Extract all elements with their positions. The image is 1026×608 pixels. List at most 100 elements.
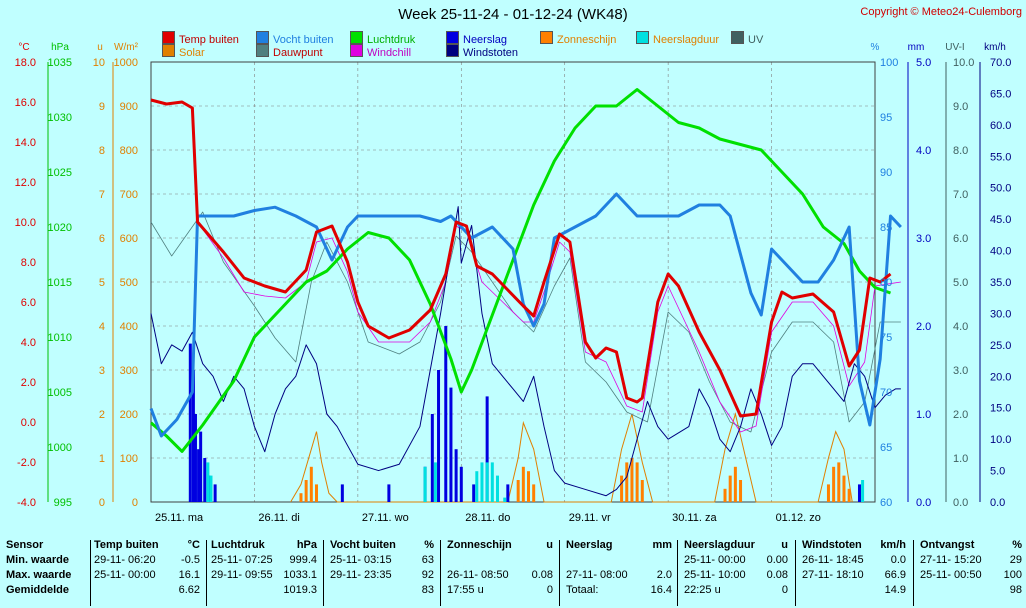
zonneschijn-bar bbox=[842, 475, 846, 502]
neerslag-bar bbox=[203, 458, 207, 502]
zonneschijn-bar bbox=[630, 458, 634, 502]
stats-temp-min: -0.5 bbox=[181, 554, 200, 566]
axis-tick-label: 900 bbox=[120, 101, 138, 113]
axis-tick-label: 6.0 bbox=[21, 297, 36, 309]
axis-tick-label: 0.0 bbox=[21, 417, 36, 429]
temp-buiten-line bbox=[150, 98, 892, 418]
axis-tick-label: 80 bbox=[880, 277, 892, 289]
stats-humidity-min-time: 25-11- 03:15 bbox=[330, 554, 392, 566]
neerslag-bar bbox=[472, 484, 476, 502]
stats-rain-title: Neerslag bbox=[566, 539, 613, 551]
axis-tick-label: 1020 bbox=[48, 222, 72, 234]
axis-tick-label: 100 bbox=[120, 453, 138, 465]
neerslag-bar bbox=[857, 484, 861, 502]
zonneschijn-bar bbox=[620, 475, 624, 502]
stats-gusts-avg: 14.9 bbox=[884, 584, 906, 596]
stats-label-avg: Gemiddelde bbox=[6, 584, 69, 596]
zonneschijn-bar bbox=[304, 480, 308, 502]
axis-unit: mm bbox=[908, 42, 925, 53]
axis-tick-label: 1005 bbox=[48, 387, 72, 399]
axis-tick-label: 10 bbox=[93, 57, 105, 69]
divider bbox=[559, 540, 560, 606]
axis-tick-label: 10.0 bbox=[953, 57, 974, 69]
axis-tick-label: 14.0 bbox=[15, 137, 36, 149]
stats-temp: Temp buiten °C 29-11- 06:20 -0.5 25-11- 00… bbox=[94, 537, 200, 598]
zonneschijn-bar bbox=[832, 466, 836, 502]
axis-tick-label: 2.0 bbox=[953, 409, 968, 421]
legend-swatch-icon bbox=[256, 44, 269, 57]
stats-sunshine-duration: 17:55 u bbox=[447, 584, 484, 596]
legend-swatch-icon bbox=[446, 31, 459, 44]
copyright-text: Copyright © Meteo24-Culemborg bbox=[860, 6, 1022, 18]
neerslagduur-bar bbox=[490, 462, 494, 502]
neerslagduur-bar bbox=[475, 471, 479, 502]
plot-frame bbox=[150, 61, 876, 503]
stats-humidity-unit: % bbox=[424, 539, 434, 551]
axis-tick-label: 70.0 bbox=[990, 57, 1011, 69]
stats-rainduration-unit: u bbox=[781, 539, 788, 551]
neerslag-bar bbox=[340, 484, 344, 502]
axis-tick-label: 1.0 bbox=[953, 453, 968, 465]
zonneschijn-bar bbox=[309, 466, 313, 502]
stats-gusts-unit: km/h bbox=[880, 539, 906, 551]
axis-tick-label: 9 bbox=[99, 101, 105, 113]
axis-tick-label: 1010 bbox=[48, 332, 72, 344]
axis-tick-label: 10.0 bbox=[990, 434, 1011, 446]
x-tick-label: 30.11. za bbox=[672, 512, 717, 524]
axis-tick-label: 5.0 bbox=[916, 57, 931, 69]
stats-rainduration-max: 0.08 bbox=[766, 569, 788, 581]
legend-swatch-icon bbox=[256, 31, 269, 44]
stats-temp-avg: 6.62 bbox=[178, 584, 200, 596]
axis-tick-label: 1015 bbox=[48, 277, 72, 289]
zonneschijn-bar bbox=[532, 484, 536, 502]
axis-tick-label: 70 bbox=[880, 387, 892, 399]
neerslagduur-bar bbox=[485, 462, 489, 502]
axis-tick-label: 6 bbox=[99, 233, 105, 245]
x-tick-label: 25.11. ma bbox=[155, 512, 204, 524]
axis-tick-label: 400 bbox=[120, 321, 138, 333]
stats-sunshine-title: Zonneschijn bbox=[447, 539, 512, 551]
axis-tick-label: 85 bbox=[880, 222, 892, 234]
axis-tick-label: 8.0 bbox=[21, 257, 36, 269]
axis-tick-label: 800 bbox=[120, 145, 138, 157]
stats-reception-min-time: 27-11- 15:20 bbox=[920, 554, 982, 566]
axis-tick-label: 3.0 bbox=[953, 365, 968, 377]
stats-sunshine: Zonneschijn u 26-11- 08:50 0.08 17:55 u 0 bbox=[447, 537, 553, 598]
neerslag-bar bbox=[444, 326, 448, 502]
windstoten-line bbox=[150, 206, 901, 497]
legend-pressure: Luchtdruk bbox=[350, 31, 415, 46]
neerslag-bar bbox=[188, 343, 192, 502]
axis-tick-label: 0.0 bbox=[916, 497, 931, 509]
axis-tick-label: 100 bbox=[880, 57, 898, 69]
divider bbox=[323, 540, 324, 606]
stats-rainduration-max-time: 25-11- 10:00 bbox=[684, 569, 746, 581]
axis-tick-label: 65.0 bbox=[990, 88, 1011, 100]
legend-dewpoint: Dauwpunt bbox=[256, 44, 323, 59]
neerslag-bar bbox=[387, 484, 391, 502]
stats-sunshine-unit: u bbox=[546, 539, 553, 551]
axis-tick-label: 4.0 bbox=[953, 321, 968, 333]
axis-tick-label: 2 bbox=[99, 409, 105, 421]
stats-rainduration-duration: 22:25 u bbox=[684, 584, 721, 596]
neerslagduur-bar bbox=[433, 462, 437, 502]
neerslag-bar bbox=[449, 387, 453, 502]
axis-tick-label: -2.0 bbox=[17, 457, 36, 469]
neerslagduur-bar bbox=[209, 475, 213, 502]
legend-swatch-icon bbox=[540, 31, 553, 44]
zonneschijn-bar bbox=[521, 466, 525, 502]
axis-tick-label: 300 bbox=[120, 365, 138, 377]
axis-tick-label: 1000 bbox=[48, 442, 72, 454]
legend-swatch-icon bbox=[350, 44, 363, 57]
stats-label-max: Max. waarde bbox=[6, 569, 72, 581]
stats-rainduration-min-time: 25-11- 00:00 bbox=[684, 554, 746, 566]
stats-temp-unit: °C bbox=[187, 539, 200, 551]
axis-tick-label: 200 bbox=[120, 409, 138, 421]
axis-tick-label: 995 bbox=[54, 497, 72, 509]
stats-rain-max: 2.0 bbox=[656, 569, 672, 581]
axis-tick-label: 18.0 bbox=[15, 57, 36, 69]
stats-gusts-title: Windstoten bbox=[802, 539, 862, 551]
axis-tick-label: 45.0 bbox=[990, 214, 1011, 226]
axis-tick-label: 16.0 bbox=[15, 97, 36, 109]
axis-tick-label: 60.0 bbox=[990, 120, 1011, 132]
stats-reception-min: 29 bbox=[1009, 554, 1022, 566]
